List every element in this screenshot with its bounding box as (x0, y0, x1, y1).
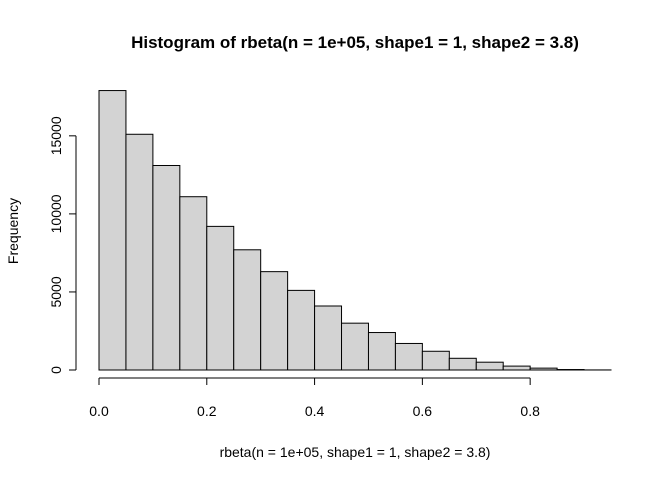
histogram-bar (314, 305, 343, 371)
histogram-bar (260, 271, 289, 371)
x-tick-label: 0.4 (305, 403, 325, 419)
histogram-bar (341, 322, 369, 371)
x-tick-label: 0.8 (520, 403, 540, 419)
x-tick-label: 0.0 (89, 403, 109, 419)
histogram-bar (98, 90, 127, 371)
y-tick-label: 15000 (48, 116, 64, 155)
bars-group (98, 90, 612, 371)
histogram-bar (475, 361, 504, 371)
x-tick-label: 0.6 (413, 403, 433, 419)
y-tick-label: 10000 (48, 194, 64, 233)
y-tick-label: 5000 (48, 276, 64, 307)
histogram-bar (529, 367, 558, 371)
histogram-bar (448, 357, 477, 371)
chart-title: Histogram of rbeta(n = 1e+05, shape1 = 1… (131, 33, 579, 52)
y-axis: 0 5000 10000 15000 (48, 116, 77, 374)
histogram-bar (421, 350, 450, 371)
y-tick-label: 0 (48, 366, 64, 374)
x-tick-label: 0.2 (197, 403, 217, 419)
histogram-bar (394, 342, 423, 371)
histogram-bar (179, 196, 208, 371)
x-axis-label: rbeta(n = 1e+05, shape1 = 1, shape2 = 3.… (220, 444, 491, 460)
y-axis-label: Frequency (5, 198, 21, 264)
histogram-bar (502, 365, 531, 371)
x-axis: 0.0 0.2 0.4 0.6 0.8 (89, 377, 540, 419)
histogram-bar (233, 249, 262, 371)
histogram-bar (152, 164, 181, 371)
histogram-bar (206, 225, 235, 371)
histogram-bar (287, 289, 316, 371)
histogram-bar (367, 332, 396, 371)
histogram-bar (125, 133, 154, 371)
